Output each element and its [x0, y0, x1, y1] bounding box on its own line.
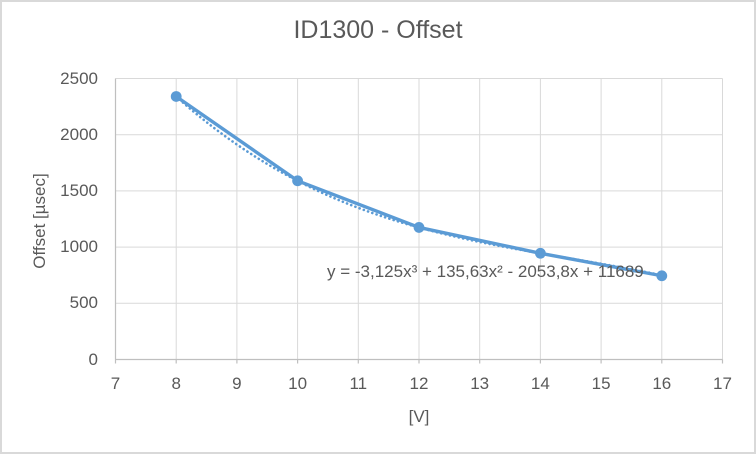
- x-tick-label: 14: [530, 374, 550, 393]
- x-tick-label: 17: [713, 374, 732, 393]
- x-tick-label: 13: [470, 374, 490, 393]
- x-tick-label: 8: [171, 374, 181, 393]
- y-tick-label: 2500: [60, 68, 98, 88]
- trendline-equation-label: y = -3,125x³ + 135,63x² - 2053,8x + 1168…: [327, 262, 644, 281]
- x-tick-label: 7: [110, 374, 121, 393]
- x-axis-title: [V]: [408, 407, 430, 426]
- y-tick-label: 500: [69, 293, 98, 313]
- y-tick-label: 1500: [60, 180, 98, 200]
- y-tick-label: 1000: [60, 237, 98, 257]
- chart-title: ID1300 - Offset: [293, 16, 463, 44]
- series-marker: [413, 222, 425, 233]
- x-tick-label: 12: [409, 374, 429, 393]
- x-tick-label: 9: [232, 374, 242, 393]
- series-marker: [535, 247, 546, 259]
- x-tick-label: 16: [652, 374, 672, 393]
- series-marker: [656, 270, 668, 282]
- y-tick-label: 0: [88, 349, 98, 369]
- series-marker: [292, 175, 303, 187]
- series-marker: [170, 91, 182, 102]
- x-tick-label: 10: [288, 374, 308, 393]
- x-tick-label: 11: [349, 374, 368, 393]
- y-tick-label: 2000: [60, 124, 98, 144]
- x-tick-label: 15: [591, 374, 611, 393]
